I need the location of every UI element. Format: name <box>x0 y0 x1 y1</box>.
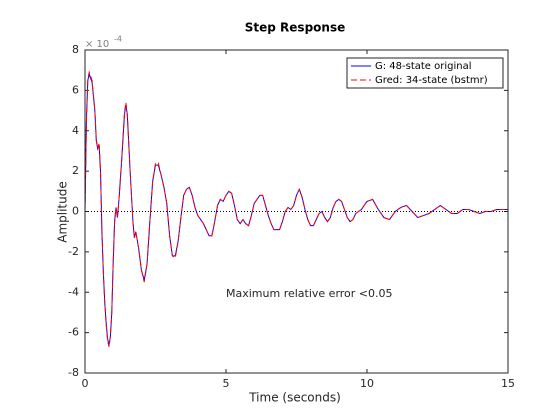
y-tick-label: -6 <box>68 326 79 339</box>
y-tick-label: 2 <box>72 164 79 177</box>
y-tick-label: 6 <box>72 83 79 96</box>
legend-box <box>346 57 504 89</box>
y-tick-label: 4 <box>72 124 79 137</box>
y-tick-label: 8 <box>72 43 79 56</box>
y-tick-label: 0 <box>72 205 79 218</box>
annotation: Maximum relative error <0.05 <box>226 287 393 300</box>
y-axis-label: Amplitude <box>56 181 70 243</box>
x-tick-label: 10 <box>360 377 374 390</box>
y-multiplier: × 10 <box>85 39 109 50</box>
legend-label: Gred: 34-state (bstmr) <box>375 75 488 86</box>
y-tick-label: -8 <box>68 366 79 379</box>
legend-label: G: 48-state original <box>375 61 472 72</box>
x-tick-label: 15 <box>501 377 515 390</box>
y-tick-label: -2 <box>68 245 79 258</box>
x-axis-label: Time (seconds) <box>248 391 341 405</box>
plot-frame <box>84 49 509 374</box>
x-tick-label: 0 <box>82 377 89 390</box>
y-tick-label: -4 <box>68 285 79 298</box>
series-line <box>84 70 508 347</box>
x-tick-label: 5 <box>223 377 230 390</box>
chart-title: Step Response <box>245 21 345 35</box>
y-exponent: -4 <box>114 35 122 44</box>
